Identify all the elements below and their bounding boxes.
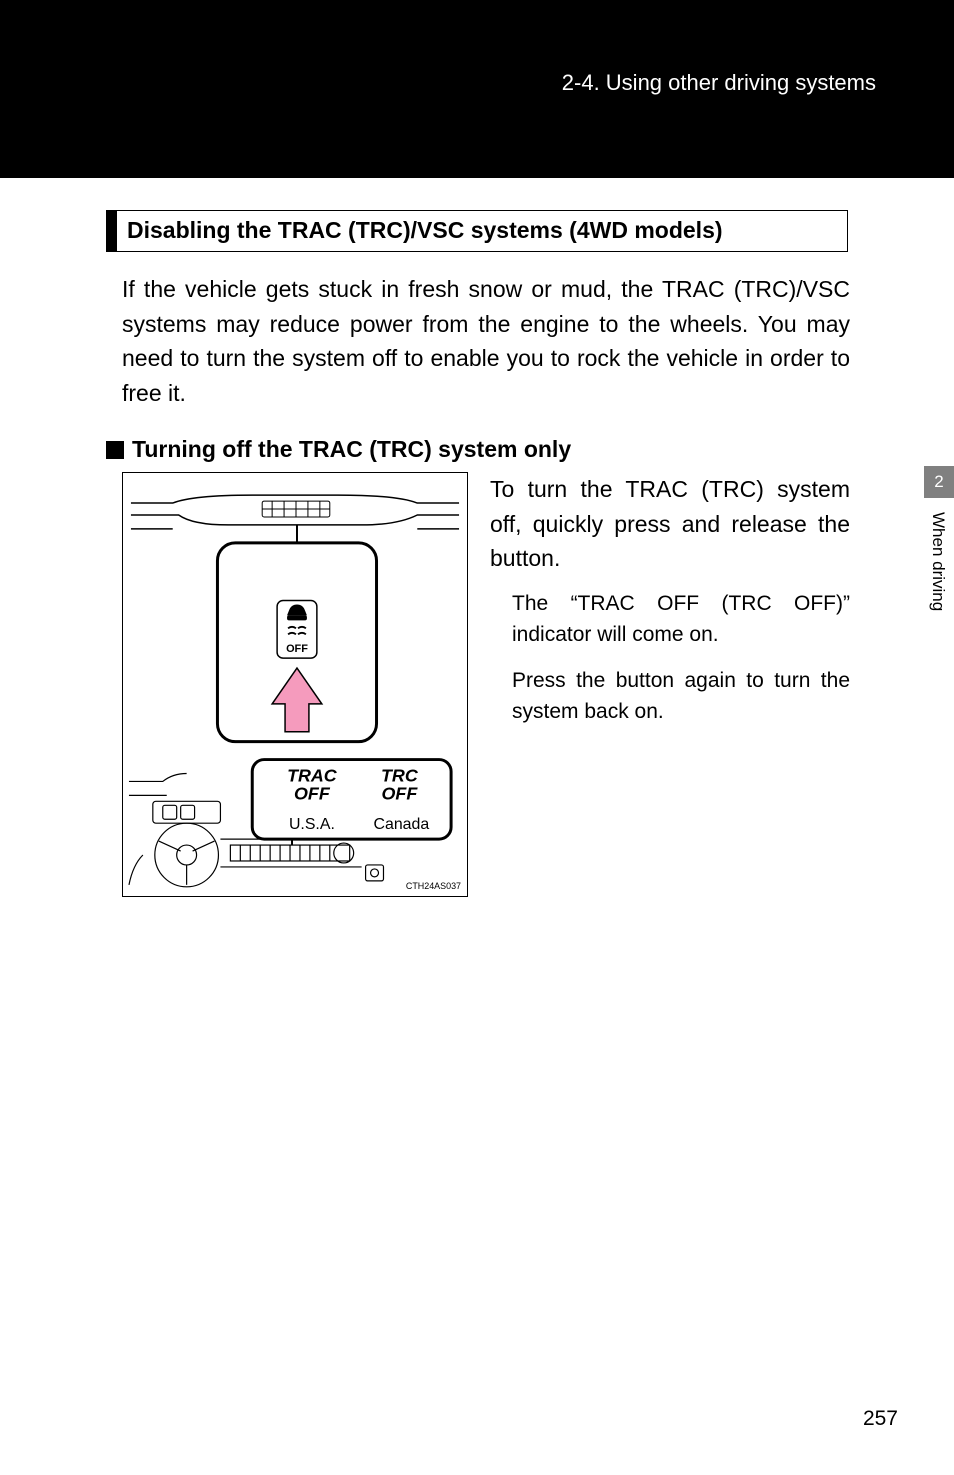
right-column: To turn the TRAC (TRC) system off, quick… bbox=[490, 472, 850, 742]
instruction-note2: Press the button again to turn the syste… bbox=[512, 665, 850, 728]
indicator-trc-off: OFF bbox=[382, 783, 419, 803]
indicator-trac-off: OFF bbox=[294, 783, 331, 803]
figure-code: CTH24AS037 bbox=[406, 881, 461, 891]
page-number: 257 bbox=[863, 1407, 898, 1431]
chapter-label: When driving bbox=[928, 512, 948, 611]
sub-heading-row: Turning off the TRAC (TRC) system only bbox=[106, 436, 571, 463]
breadcrumb: 2-4. Using other driving systems bbox=[562, 70, 876, 96]
arrow-icon bbox=[272, 668, 322, 732]
diagram-svg: OFF bbox=[123, 473, 467, 896]
section-heading: Disabling the TRAC (TRC)/VSC systems (4W… bbox=[106, 210, 848, 252]
region-canada: Canada bbox=[374, 816, 430, 833]
instruction-main: To turn the TRAC (TRC) system off, quick… bbox=[490, 472, 850, 576]
section-marker-bar bbox=[106, 210, 116, 252]
header-band: 2-4. Using other driving systems bbox=[0, 0, 954, 178]
figure-diagram: OFF bbox=[122, 472, 468, 897]
region-usa: U.S.A. bbox=[289, 816, 335, 833]
chapter-tab: 2 bbox=[924, 466, 954, 498]
square-bullet-icon bbox=[106, 441, 124, 459]
section-title: Disabling the TRAC (TRC)/VSC systems (4W… bbox=[116, 210, 848, 252]
button-off-label: OFF bbox=[286, 643, 308, 655]
intro-paragraph: If the vehicle gets stuck in fresh snow … bbox=[122, 272, 850, 410]
sub-heading: Turning off the TRAC (TRC) system only bbox=[132, 436, 571, 463]
instruction-note1: The “TRAC OFF (TRC OFF)” indicator will … bbox=[512, 588, 850, 651]
